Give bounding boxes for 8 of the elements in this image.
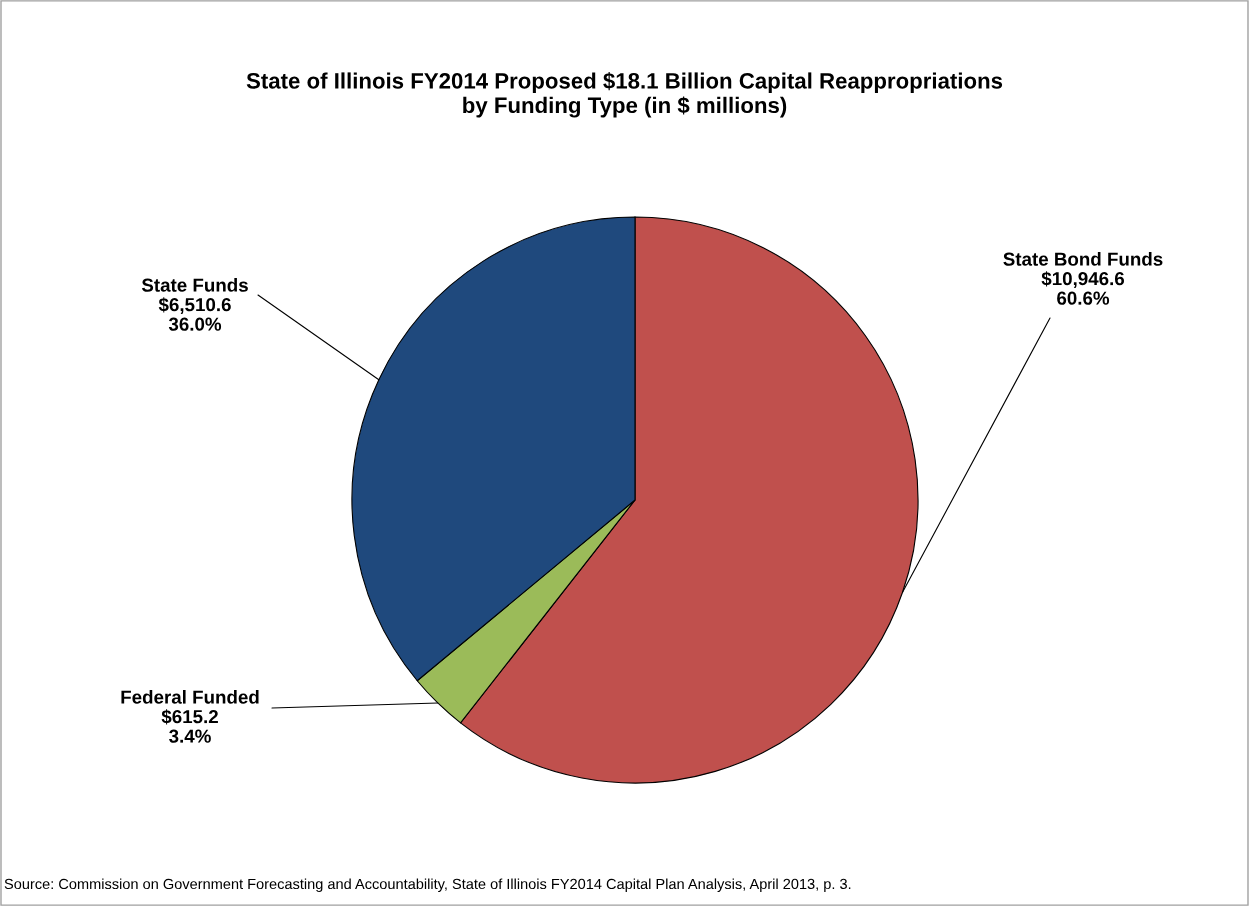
- source-note: Source: Commission on Government Forecasting and Accountability, State of Illinois FY2014 Capital Plan Analysis, April 2013, p. 3.: [4, 878, 851, 892]
- data-label: $10,946.6 60.6%: [1041, 271, 1125, 305]
- data-label: $615.2 3.4%: [161, 709, 218, 743]
- slice-label: State Bond Funds: [1003, 252, 1163, 266]
- slice-label: Federal Funded: [121, 690, 259, 704]
- chart-title: State of Illinois FY2014 Proposed $18.1 Billion Capital Reappropriations by Funding Type (in $ millions): [246, 72, 1003, 118]
- slice-label: State Funds: [141, 278, 248, 292]
- data-label: $6,510.6 36.0%: [158, 297, 231, 331]
